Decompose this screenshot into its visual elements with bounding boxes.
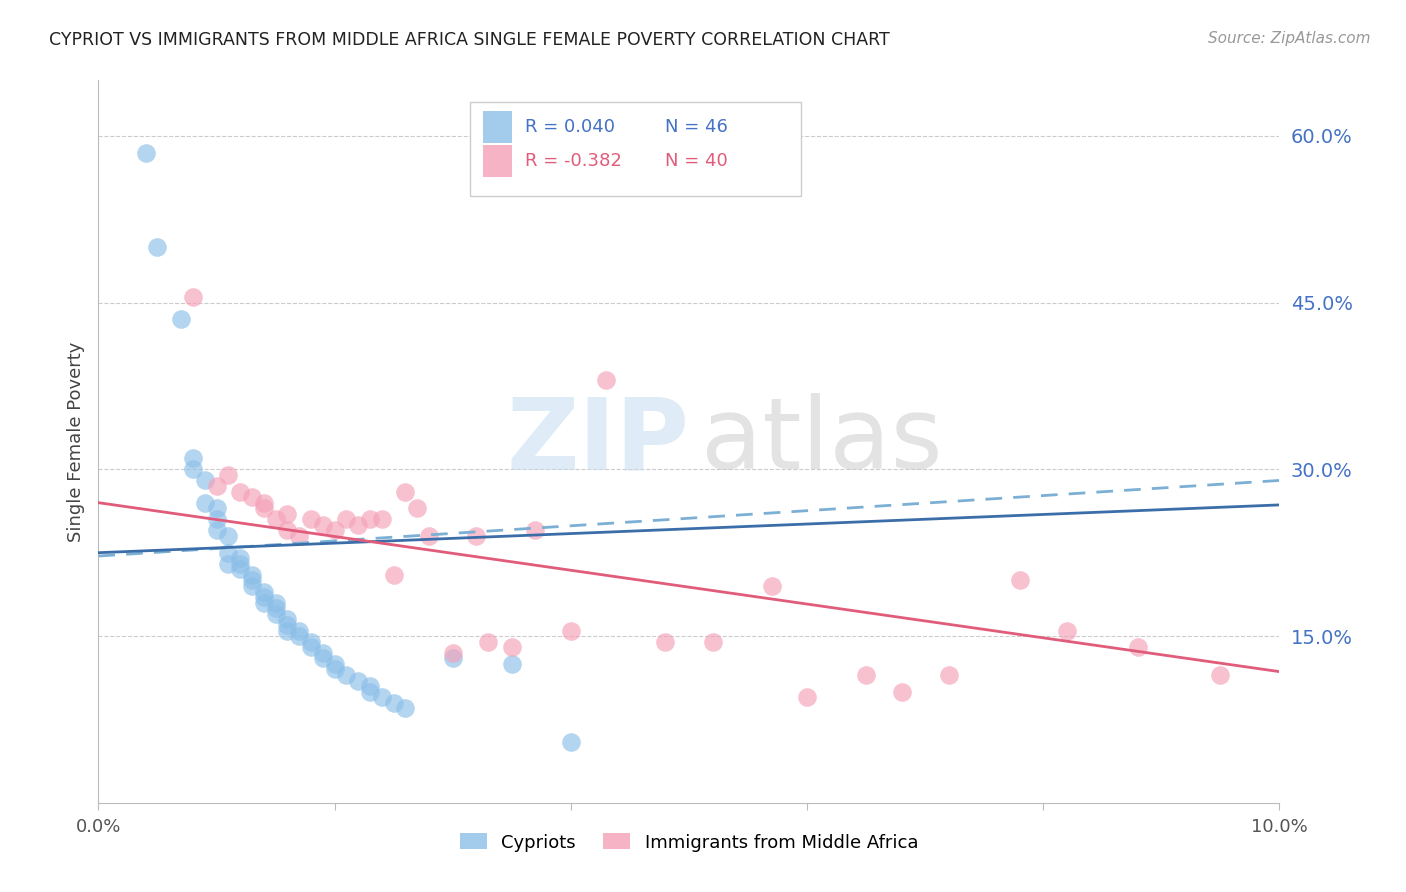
Point (229, 557, 252, 571)
Point (194, 474, 217, 488)
Point (761, 579, 783, 593)
Point (181, 451, 204, 466)
Point (654, 634, 676, 648)
Point (359, 684, 381, 698)
Point (253, 501, 276, 516)
Point (477, 634, 499, 648)
Point (205, 501, 228, 516)
Point (702, 634, 724, 648)
Point (323, 524, 346, 538)
Point (276, 618, 298, 632)
Point (1126, 640, 1149, 655)
Text: R = 0.040: R = 0.040 (524, 119, 614, 136)
Point (253, 584, 276, 599)
Point (347, 517, 370, 532)
Point (855, 668, 877, 682)
Point (299, 512, 322, 526)
Point (181, 290, 204, 304)
Point (524, 524, 547, 538)
Point (441, 646, 464, 660)
FancyBboxPatch shape (471, 102, 801, 196)
Point (264, 512, 287, 526)
Text: N = 46: N = 46 (665, 119, 728, 136)
Point (217, 529, 239, 543)
Point (382, 568, 405, 582)
Point (205, 512, 228, 526)
Point (323, 657, 346, 671)
Point (135, 145, 157, 160)
Point (501, 640, 523, 655)
FancyBboxPatch shape (484, 145, 512, 178)
Point (217, 546, 239, 560)
Point (229, 562, 252, 576)
Text: CYPRIOT VS IMMIGRANTS FROM MIDDLE AFRICA SINGLE FEMALE POVERTY CORRELATION CHART: CYPRIOT VS IMMIGRANTS FROM MIDDLE AFRICA… (49, 31, 890, 49)
Point (264, 596, 287, 610)
Point (253, 590, 276, 604)
Text: ZIP: ZIP (506, 393, 689, 490)
Point (1008, 574, 1031, 588)
Point (465, 529, 488, 543)
Point (359, 512, 381, 526)
Point (371, 512, 394, 526)
Point (217, 557, 239, 571)
Point (276, 624, 298, 638)
Point (418, 529, 440, 543)
Point (205, 524, 228, 538)
Point (1056, 624, 1078, 638)
Point (229, 551, 252, 566)
Point (181, 462, 204, 476)
Point (359, 679, 381, 693)
Point (406, 501, 429, 516)
Point (264, 601, 287, 615)
Point (276, 524, 298, 538)
Y-axis label: Single Female Poverty: Single Female Poverty (66, 342, 84, 541)
Point (276, 507, 298, 521)
Text: atlas: atlas (700, 393, 942, 490)
Point (560, 624, 582, 638)
Point (312, 646, 335, 660)
Point (253, 596, 276, 610)
Point (335, 668, 357, 682)
Text: R = -0.382: R = -0.382 (524, 153, 621, 170)
FancyBboxPatch shape (484, 112, 512, 143)
Point (288, 629, 311, 643)
Point (335, 512, 357, 526)
Point (170, 312, 193, 326)
Point (146, 240, 169, 254)
Point (229, 484, 252, 499)
Point (240, 579, 263, 593)
Point (394, 701, 416, 715)
Point (264, 607, 287, 621)
Point (595, 373, 617, 387)
Point (288, 529, 311, 543)
Point (890, 684, 912, 698)
Point (240, 568, 263, 582)
Point (312, 651, 335, 665)
Point (299, 634, 322, 648)
Point (796, 690, 818, 705)
Point (394, 484, 416, 499)
Point (323, 662, 346, 676)
Text: N = 40: N = 40 (665, 153, 728, 170)
Point (441, 651, 464, 665)
Point (288, 624, 311, 638)
Point (1209, 668, 1232, 682)
Point (371, 690, 394, 705)
Point (253, 496, 276, 510)
Point (194, 496, 217, 510)
Point (938, 668, 960, 682)
Point (205, 479, 228, 493)
Point (501, 657, 523, 671)
Text: Source: ZipAtlas.com: Source: ZipAtlas.com (1208, 31, 1371, 46)
Point (240, 574, 263, 588)
Point (312, 517, 335, 532)
Legend: Cypriots, Immigrants from Middle Africa: Cypriots, Immigrants from Middle Africa (453, 826, 925, 859)
Point (276, 612, 298, 626)
Point (560, 734, 582, 748)
Point (299, 640, 322, 655)
Point (240, 490, 263, 504)
Point (347, 673, 370, 688)
Point (217, 467, 239, 482)
Point (382, 696, 405, 710)
